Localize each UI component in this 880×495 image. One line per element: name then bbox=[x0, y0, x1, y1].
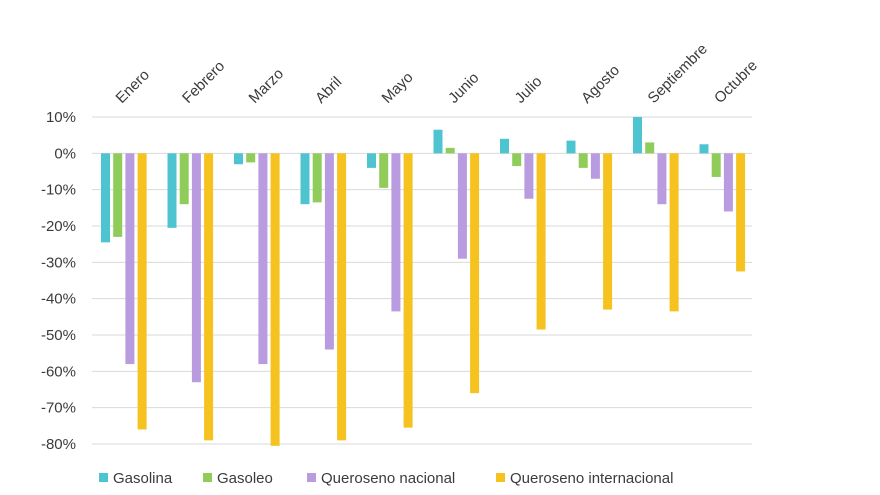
bar-agosto-queroseno-nacional bbox=[590, 153, 600, 179]
legend-swatch-gasoleo bbox=[203, 473, 212, 482]
y-tick-label: -70% bbox=[41, 400, 76, 417]
legend-label: Queroseno nacional bbox=[321, 470, 455, 487]
y-tick-label: -40% bbox=[41, 291, 76, 308]
bar-junio-gasolina bbox=[433, 129, 443, 154]
category-labels: Enero Febrero Marzo Abril Mayo Junio Julio Agos… bbox=[113, 41, 761, 107]
category-label: Julio bbox=[512, 73, 546, 107]
bar-septiembre-queroseno-nacional bbox=[657, 153, 667, 205]
bars bbox=[101, 117, 746, 446]
bar-mayo-gasoleo bbox=[379, 153, 389, 188]
legend-swatch-gasolina bbox=[99, 473, 108, 482]
bar-abril-gasolina bbox=[300, 153, 310, 205]
bar-abril-gasoleo bbox=[312, 153, 322, 203]
bar-agosto-gasolina bbox=[566, 140, 576, 154]
category-label: Agosto bbox=[578, 62, 623, 107]
bar-febrero-queroseno-internacional bbox=[204, 153, 214, 441]
legend-swatch-queroseno-nacional bbox=[307, 473, 316, 482]
bar-enero-queroseno-nacional bbox=[125, 153, 135, 365]
bar-febrero-gasoleo bbox=[179, 153, 189, 205]
bar-octubre-gasoleo bbox=[711, 153, 721, 177]
bar-enero-gasoleo bbox=[113, 153, 123, 237]
bar-julio-gasolina bbox=[500, 138, 509, 154]
bar-marzo-queroseno-nacional bbox=[258, 153, 268, 365]
y-tick-label: -60% bbox=[41, 363, 76, 380]
category-label: Abril bbox=[312, 74, 345, 107]
bar-junio-queroseno-internacional bbox=[470, 153, 480, 394]
y-tick-label: -20% bbox=[41, 218, 76, 235]
bar-octubre-gasolina bbox=[699, 144, 709, 154]
bar-junio-queroseno-nacional bbox=[457, 153, 467, 259]
bar-marzo-queroseno-internacional bbox=[270, 153, 280, 446]
bar-marzo-gasoleo bbox=[246, 153, 256, 163]
bar-enero-gasolina bbox=[101, 153, 110, 243]
y-axis-tick-labels: 10% 0% -10% -20% -30% -40% -50% -60% -70% -80% bbox=[41, 109, 76, 453]
bar-julio-queroseno-nacional bbox=[524, 153, 534, 199]
bar-septiembre-gasoleo bbox=[645, 142, 655, 154]
y-tick-label: -50% bbox=[41, 327, 76, 344]
legend-label: Gasolina bbox=[113, 470, 173, 487]
bar-abril-queroseno-internacional bbox=[337, 153, 347, 441]
legend-label: Gasoleo bbox=[217, 470, 273, 487]
legend-swatch-queroseno-internacional bbox=[496, 473, 505, 482]
y-tick-label: 0% bbox=[54, 145, 76, 162]
bar-agosto-gasoleo bbox=[578, 153, 588, 168]
bar-mayo-queroseno-internacional bbox=[403, 153, 413, 428]
bar-enero-queroseno-internacional bbox=[137, 153, 147, 430]
bar-julio-gasoleo bbox=[512, 153, 522, 167]
bar-febrero-queroseno-nacional bbox=[191, 153, 201, 383]
grid-lines bbox=[92, 116, 752, 445]
bar-julio-queroseno-internacional bbox=[536, 153, 546, 330]
category-label: Septiembre bbox=[645, 41, 711, 107]
y-tick-label: -80% bbox=[41, 436, 76, 453]
y-tick-label: 10% bbox=[46, 109, 76, 126]
bar-septiembre-gasolina bbox=[633, 117, 642, 154]
y-tick-label: -30% bbox=[41, 254, 76, 271]
bar-mayo-gasolina bbox=[367, 153, 376, 168]
bar-mayo-queroseno-nacional bbox=[391, 153, 401, 312]
y-tick-label: -10% bbox=[41, 182, 76, 199]
bar-agosto-queroseno-internacional bbox=[603, 153, 613, 310]
legend: Gasolina Gasoleo Queroseno nacional Querose… bbox=[99, 470, 673, 487]
category-label: Febrero bbox=[179, 58, 228, 107]
bar-marzo-gasolina bbox=[234, 153, 243, 165]
category-label: Enero bbox=[113, 67, 153, 107]
category-label: Mayo bbox=[379, 69, 417, 107]
category-label: Junio bbox=[445, 69, 482, 106]
bar-febrero-gasolina bbox=[167, 153, 177, 228]
category-label: Marzo bbox=[246, 65, 287, 106]
bar-octubre-queroseno-internacional bbox=[736, 153, 746, 272]
legend-label: Queroseno internacional bbox=[510, 470, 673, 487]
bar-junio-gasoleo bbox=[445, 147, 455, 154]
category-label: Octubre bbox=[711, 57, 761, 107]
bar-abril-queroseno-nacional bbox=[324, 153, 334, 350]
bar-septiembre-queroseno-internacional bbox=[669, 153, 679, 312]
bar-octubre-queroseno-nacional bbox=[723, 153, 733, 212]
